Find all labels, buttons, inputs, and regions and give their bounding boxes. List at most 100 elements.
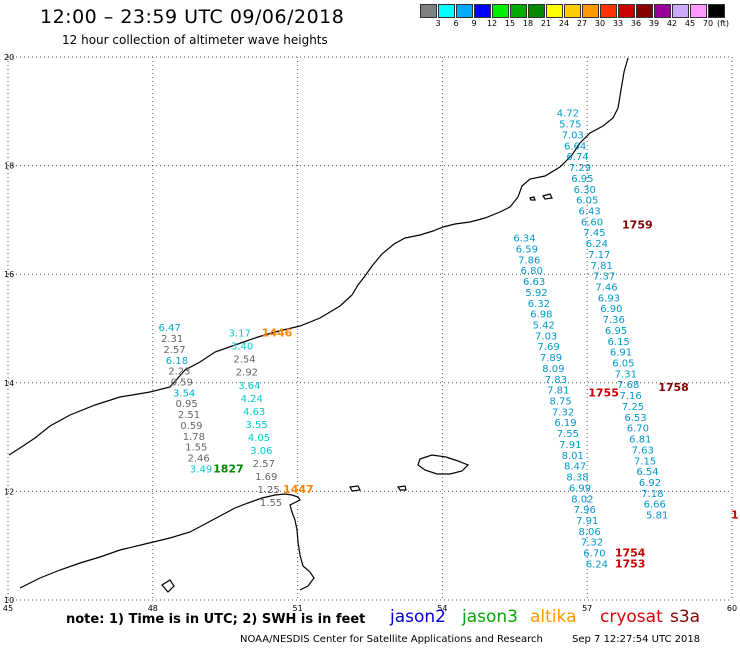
wave-height-value: 4.63 <box>243 407 265 418</box>
wave-height-value: 7.29 <box>569 163 591 174</box>
wave-height-value: 6.95 <box>571 174 593 185</box>
wave-height-value: 6.80 <box>521 266 543 277</box>
color-scale-label: 33 <box>612 19 624 28</box>
wave-height-value: 5.81 <box>646 511 668 522</box>
wave-height-value: 1.25 <box>258 485 280 496</box>
pass-time-label: 1755 <box>588 387 619 400</box>
wave-height-value: 7.69 <box>537 342 559 353</box>
satellite-legend-cryosat: cryosat <box>600 607 663 627</box>
color-swatch <box>708 4 725 18</box>
wave-height-value: 8.06 <box>578 527 600 538</box>
wave-height-value: 0.59 <box>180 421 202 432</box>
color-scale-label: 12 <box>486 19 498 28</box>
wave-height-value: 2.51 <box>178 410 200 421</box>
color-scale-legend: 3 6 9 12 15 18 21 24 27 30 33 36 39 42 45 70 (ft) <box>420 4 740 30</box>
wave-height-value: 4.72 <box>557 109 579 120</box>
color-swatch <box>546 4 563 18</box>
socotra-island <box>417 454 470 475</box>
wave-height-value: 3.64 <box>238 381 260 392</box>
wave-height-value: 5.42 <box>533 321 555 332</box>
color-swatch <box>636 4 653 18</box>
map-subtitle: 12 hour collection of altimeter wave hei… <box>62 33 328 47</box>
color-scale-label: 15 <box>504 19 516 28</box>
wave-height-value: 7.32 <box>552 407 574 418</box>
wave-height-value: 8.09 <box>542 364 564 375</box>
wave-height-value: 8.01 <box>562 451 584 462</box>
x-tick-label: 60 <box>727 604 737 613</box>
small-island-5 <box>161 579 175 593</box>
wave-height-value: 3.40 <box>231 342 253 353</box>
wave-height-value: 7.91 <box>559 440 581 451</box>
pass-time-label: 1446 <box>262 327 293 340</box>
satellite-legend-jason3: jason3 <box>462 607 518 627</box>
wave-height-value: 1.78 <box>183 432 205 443</box>
wave-height-value: 6.91 <box>610 348 632 359</box>
color-scale-label: 6 <box>453 19 459 28</box>
pass-time-label-partial: 1 <box>731 509 739 522</box>
color-scale-label: 9 <box>471 19 477 28</box>
wave-height-value: 6.24 <box>586 559 608 570</box>
wave-height-value: 6.66 <box>644 500 666 511</box>
wave-height-value: 7.81 <box>591 261 613 272</box>
color-swatch <box>510 4 527 18</box>
wave-height-value: 8.02 <box>571 494 593 505</box>
wave-height-value: 2.23 <box>168 367 190 378</box>
color-swatch <box>654 4 671 18</box>
color-swatch <box>564 4 581 18</box>
wave-height-value: 7.25 <box>622 402 644 413</box>
wave-height-value: 7.31 <box>615 369 637 380</box>
wave-height-value: 7.91 <box>576 516 598 527</box>
map-title: 12:00 – 23:59 UTC 09/06/2018 <box>40 6 345 28</box>
color-scale-label: 30 <box>594 19 606 28</box>
wave-height-value: 6.70 <box>627 424 649 435</box>
pass-time-label: 1754 <box>615 547 646 560</box>
color-swatch <box>690 4 707 18</box>
wave-height-value: 7.83 <box>545 375 567 386</box>
color-scale-label: 42 <box>666 19 678 28</box>
wave-height-value: 1.55 <box>260 498 282 509</box>
wave-height-value: 3.54 <box>173 388 195 399</box>
wave-height-value: 7.96 <box>574 505 596 516</box>
satellite-legend-altika: altika <box>530 607 577 627</box>
wave-height-value: 6.32 <box>528 299 550 310</box>
color-scale-label: 3 <box>435 19 441 28</box>
color-scale-swatches <box>420 4 740 18</box>
color-scale-label: 36 <box>630 19 642 28</box>
color-scale-label: 39 <box>648 19 660 28</box>
pass-time-label: 1753 <box>615 557 646 570</box>
color-scale-label: 18 <box>522 19 534 28</box>
color-swatch <box>600 4 617 18</box>
y-tick-label: 10 <box>4 596 14 605</box>
wave-height-value: 7.03 <box>535 331 557 342</box>
wave-height-value: 7.63 <box>632 445 654 456</box>
wave-height-value: 6.34 <box>513 234 535 245</box>
wave-height-value: 6.92 <box>639 478 661 489</box>
wave-height-value: 3.49 <box>190 464 212 475</box>
pass-time-label: 1758 <box>658 381 689 394</box>
wave-height-value: 7.89 <box>540 353 562 364</box>
wave-height-value: 6.53 <box>624 413 646 424</box>
wave-height-value: 8.75 <box>550 397 572 408</box>
pass-time-label: 1447 <box>283 483 314 496</box>
wave-height-value: 6.95 <box>605 326 627 337</box>
color-swatch <box>438 4 455 18</box>
lat-lon-grid <box>7 56 733 601</box>
color-scale-label: 24 <box>558 19 570 28</box>
wave-height-value: 7.32 <box>581 538 603 549</box>
color-swatch <box>456 4 473 18</box>
small-island-3 <box>529 196 536 201</box>
wave-height-value: 6.90 <box>600 304 622 315</box>
track-cryosat: 6.346.597.866.806.635.926.326.985.427.03… <box>513 234 645 571</box>
wave-height-value: 6.18 <box>166 356 188 367</box>
wave-height-value: 2.54 <box>233 355 255 366</box>
wave-height-value: 6.98 <box>530 310 552 321</box>
somalia-coastline <box>19 493 315 591</box>
wave-height-value: 2.31 <box>161 334 183 345</box>
wave-height-value: 6.19 <box>554 418 576 429</box>
satellite-legend-jason2: jason2 <box>390 607 446 627</box>
color-swatch <box>672 4 689 18</box>
x-tick-label: 54 <box>437 604 447 613</box>
wave-height-value: 7.18 <box>641 489 663 500</box>
wave-height-value: 6.47 <box>159 323 181 334</box>
